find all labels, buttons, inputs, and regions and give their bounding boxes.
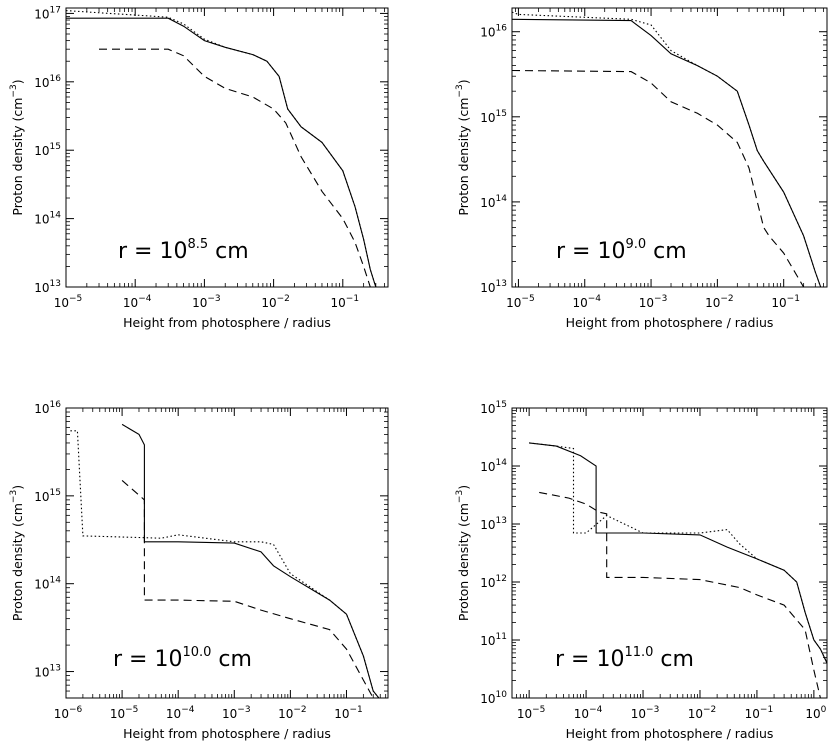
series-line-solid	[66, 17, 377, 287]
x-axis-label: Height from photosphere / radius	[123, 315, 331, 330]
x-tick-label: 10−2	[261, 294, 290, 310]
chart-panel-1: 10−5 10−4 10−3 10−2 10−1 1013 1014 1015 1016 1017…	[9, 5, 389, 330]
y-axis-label: Proton density (cm−3)	[455, 485, 471, 621]
y-tick-label: 1016	[34, 400, 61, 416]
y-tick-label: 1014	[480, 194, 507, 210]
y-axis-label: Proton density (cm−3)	[9, 79, 25, 215]
y-tick-label: 1013	[480, 516, 507, 532]
x-tick-label: 10−4	[166, 705, 195, 721]
series-line-dashed	[121, 479, 374, 698]
y-tick-label: 1014	[34, 576, 61, 592]
series-line-dotted	[529, 442, 827, 664]
y-tick-label: 1013	[34, 279, 61, 295]
x-tick-label: 10−3	[631, 705, 660, 721]
x-tick-label: 10−2	[705, 294, 734, 310]
y-axis-label: Proton density (cm−3)	[455, 79, 471, 215]
radius-annotation: r = 1011.0 cm	[555, 645, 694, 672]
radius-annotation: r = 109.0 cm	[556, 237, 687, 264]
y-tick-label: 1017	[34, 5, 61, 21]
chart-panel-2: 10−5 10−4 10−3 10−2 10−1 1013 1014 1015 1016 Heig…	[455, 7, 828, 330]
x-tick-label: 10−5	[110, 705, 139, 721]
radius-annotation: r = 1010.0 cm	[113, 645, 252, 672]
series-line-dashed	[539, 491, 821, 698]
x-axis-label: Height from photosphere / radius	[566, 315, 774, 330]
radius-annotation: r = 108.5 cm	[118, 237, 249, 264]
x-tick-label: 10−1	[745, 705, 774, 721]
x-axis-label: Height from photosphere / radius	[123, 726, 331, 741]
x-tick-label: 10−6	[54, 705, 83, 721]
plot-frame	[511, 7, 828, 288]
x-tick-label: 10−1	[771, 294, 800, 310]
y-axis-label: Proton density (cm−3)	[9, 485, 25, 621]
x-tick-label: 10−3	[192, 294, 221, 310]
plot-frame	[511, 407, 828, 699]
x-tick-label: 10−4	[574, 705, 603, 721]
x-tick-label: 10−5	[54, 294, 83, 310]
y-tick-label: 1015	[34, 488, 61, 504]
y-tick-label: 1015	[480, 109, 507, 125]
x-tick-label: 10−4	[572, 294, 601, 310]
y-tick-label: 1014	[480, 458, 507, 474]
x-tick-label: 100	[805, 705, 826, 721]
series-line-dashed	[99, 48, 371, 287]
y-tick-label: 1016	[34, 74, 61, 90]
x-axis-label: Height from photosphere / radius	[566, 726, 774, 741]
x-tick-label: 10−1	[331, 294, 360, 310]
y-tick-label: 1013	[480, 279, 507, 295]
plot-frame	[65, 407, 389, 699]
x-tick-label: 10−2	[278, 705, 307, 721]
series-line-dashed	[512, 69, 805, 287]
chart-panel-3: 10−6 10−5 10−4 10−3 10−2 10−1 1013 1014 1015 1016…	[9, 400, 389, 741]
x-tick-label: 10−5	[506, 294, 535, 310]
y-tick-label: 1012	[480, 574, 507, 590]
x-tick-label: 10−1	[334, 705, 363, 721]
series-line-dotted	[70, 430, 380, 698]
y-tick-label: 1010	[480, 690, 507, 706]
chart-panel-4: 10−5 10−4 10−3 10−2 10−1 100 1010 1011 1012 1013 1…	[455, 400, 828, 741]
y-tick-label: 1016	[480, 24, 507, 40]
x-tick-label: 10−3	[639, 294, 668, 310]
plot-frame	[65, 7, 389, 288]
x-tick-label: 10−2	[688, 705, 717, 721]
x-tick-label: 10−3	[222, 705, 251, 721]
y-tick-label: 1014	[34, 211, 61, 227]
series-line-dotted	[66, 10, 377, 287]
y-tick-label: 1015	[34, 142, 61, 158]
y-tick-label: 1013	[34, 664, 61, 680]
x-tick-label: 10−5	[517, 705, 546, 721]
y-tick-label: 1015	[480, 400, 507, 416]
x-tick-label: 10−4	[123, 294, 152, 310]
y-tick-label: 1011	[480, 632, 507, 648]
